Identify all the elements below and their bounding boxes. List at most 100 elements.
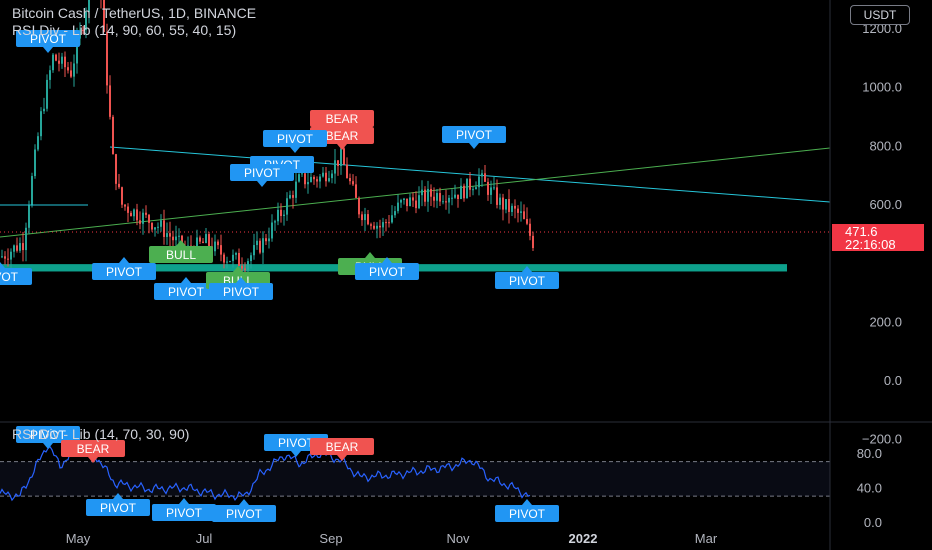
- candle-body: [436, 193, 438, 201]
- candle-body: [121, 187, 123, 205]
- candle-body: [13, 245, 15, 252]
- candle-body: [415, 200, 417, 209]
- candle-body: [469, 178, 471, 190]
- pivot-marker[interactable]: PIVOT: [495, 266, 559, 289]
- pivot-marker-pointer: [239, 499, 249, 505]
- pivot-marker-bg: [263, 130, 327, 147]
- candle-body: [46, 79, 48, 109]
- rsi-indicator-title[interactable]: RSI Div - Lib (14, 70, 30, 90): [12, 426, 190, 442]
- candle-body: [481, 173, 483, 177]
- pivot-marker[interactable]: PIVOT: [16, 30, 80, 53]
- price-axis[interactable]: 1400.01200.01000.0800.0600.0200.00.0−200…: [862, 0, 902, 447]
- pivot-marker[interactable]: PIVOT: [92, 257, 156, 280]
- candle-body: [394, 211, 396, 216]
- candle-body: [499, 197, 501, 205]
- candle-body: [40, 111, 42, 137]
- pivot-marker[interactable]: PIVOT: [263, 130, 327, 153]
- candle-body: [280, 209, 282, 216]
- candle-body: [22, 243, 24, 251]
- pivot-marker[interactable]: PIVOT: [230, 164, 294, 187]
- time-axis[interactable]: May Jul Sep Nov 2022 Mar: [66, 531, 718, 546]
- candle-body: [292, 195, 294, 198]
- candle-body: [253, 245, 255, 256]
- candle-body: [241, 265, 243, 269]
- pivot-marker-pointer: [179, 498, 189, 504]
- indicator-title[interactable]: RSI Div - Lib (14, 90, 60, 55, 40, 15): [12, 22, 237, 38]
- pivot-marker[interactable]: PIVOT: [16, 426, 80, 449]
- candle-body: [289, 195, 291, 199]
- candle-body: [16, 245, 18, 251]
- candle-body: [424, 189, 426, 202]
- candle-body: [103, 0, 105, 33]
- bull-marker-pointer: [176, 240, 186, 246]
- rsi-tick-label: 0.0: [864, 515, 882, 530]
- pivot-marker-pointer: [522, 266, 532, 272]
- bull-marker-pointer: [365, 252, 375, 258]
- candle-body: [118, 183, 120, 188]
- candle-body: [418, 195, 420, 209]
- bull-marker-label: BULL: [166, 248, 196, 262]
- pivot-marker[interactable]: PIVOT: [212, 499, 276, 522]
- candle-body: [214, 241, 216, 252]
- pivot-marker-label: PIVOT: [226, 507, 263, 521]
- pivot-marker[interactable]: PIVOT: [0, 262, 32, 285]
- candle-body: [517, 208, 519, 213]
- candle-body: [391, 215, 393, 223]
- candle-body: [373, 225, 375, 229]
- pivot-marker-label: PIVOT: [509, 274, 546, 288]
- pivot-marker-pointer: [257, 181, 267, 187]
- pivot-marker-bg: [230, 164, 294, 181]
- candle-body: [385, 222, 387, 224]
- bear-marker[interactable]: BEAR: [310, 438, 374, 461]
- candle-body: [532, 235, 534, 249]
- candle-body: [484, 173, 486, 182]
- rsi-axis[interactable]: 80.0 40.0 0.0: [857, 446, 882, 530]
- candle-body: [259, 240, 261, 253]
- pivot-marker[interactable]: PIVOT: [86, 493, 150, 516]
- candle-body: [361, 214, 363, 221]
- pivot-marker[interactable]: PIVOT: [355, 257, 419, 280]
- candle-body: [490, 187, 492, 195]
- candle-body: [400, 199, 402, 203]
- pivot-marker-bg: [86, 499, 150, 516]
- candle-body: [82, 29, 84, 31]
- pivot-marker[interactable]: PIVOT: [154, 277, 218, 300]
- bear-marker[interactable]: BEAR: [310, 110, 374, 133]
- candle-body: [43, 108, 45, 112]
- pivot-marker[interactable]: PIVOT: [442, 126, 506, 149]
- candle-body: [310, 176, 312, 183]
- candle-body: [364, 214, 366, 221]
- time-axis-label: Sep: [319, 531, 342, 546]
- candle-body: [313, 176, 315, 180]
- candle-body: [307, 182, 309, 185]
- candle-body: [109, 85, 111, 117]
- pivot-marker-pointer: [236, 277, 246, 283]
- candle-body: [55, 54, 57, 61]
- last-price-countdown: 22:16:08: [845, 237, 896, 252]
- candle-body: [127, 206, 129, 213]
- pivot-marker[interactable]: PIVOT: [209, 277, 273, 300]
- currency-badge[interactable]: USDT: [850, 5, 910, 25]
- pivot-marker-label: PIVOT: [244, 166, 281, 180]
- symbol-title[interactable]: Bitcoin Cash / TetherUS, 1D, BINANCE: [12, 5, 257, 21]
- bear-marker-pointer: [337, 144, 347, 150]
- pivot-marker[interactable]: PIVOT: [495, 499, 559, 522]
- candle-body: [445, 201, 447, 203]
- pivot-marker[interactable]: PIVOT: [152, 498, 216, 521]
- pivot-marker-label: PIVOT: [509, 507, 546, 521]
- candle-body: [346, 164, 348, 179]
- bull-marker[interactable]: BULL: [149, 240, 213, 263]
- candle-body: [508, 199, 510, 212]
- candle-body: [223, 254, 225, 263]
- bear-marker[interactable]: BEAR: [61, 440, 125, 463]
- pivot-marker-pointer: [469, 143, 479, 149]
- candle-body: [49, 70, 51, 80]
- uptrend-line[interactable]: [0, 147, 831, 238]
- pivot-marker-label: PIVOT: [277, 132, 314, 146]
- candle-body: [163, 220, 165, 237]
- candle-body: [475, 187, 477, 190]
- bear-marker-pointer: [88, 457, 98, 463]
- price-tick-label: 0.0: [884, 373, 902, 388]
- pivot-marker-pointer: [291, 451, 301, 457]
